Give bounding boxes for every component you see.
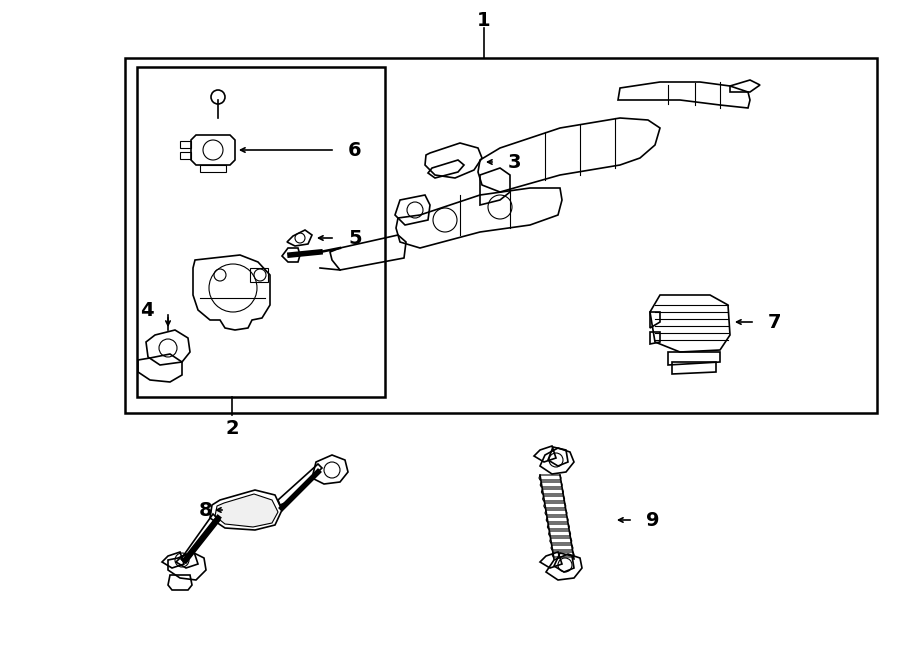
Text: 5: 5 xyxy=(348,229,362,247)
Bar xyxy=(137,67,385,397)
Text: 4: 4 xyxy=(140,301,154,319)
Bar xyxy=(125,58,877,413)
Text: 2: 2 xyxy=(225,418,238,438)
Polygon shape xyxy=(215,494,278,527)
Text: 7: 7 xyxy=(768,313,781,332)
Text: 9: 9 xyxy=(646,510,660,529)
Text: 6: 6 xyxy=(348,141,362,159)
Text: 1: 1 xyxy=(477,11,490,30)
Text: 8: 8 xyxy=(198,500,212,520)
Text: 3: 3 xyxy=(508,153,521,171)
